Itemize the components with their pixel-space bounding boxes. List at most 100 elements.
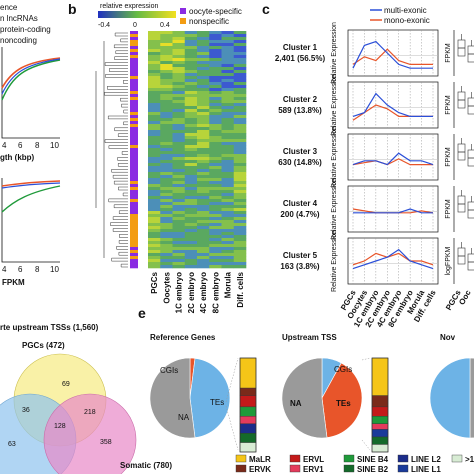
panel-c-legend-mono: mono-exonic <box>384 16 430 25</box>
annotation-cell <box>130 100 138 104</box>
panel-a-top-axes <box>1 47 60 139</box>
heatmap-cell <box>233 226 247 230</box>
heatmap-cell <box>233 238 247 242</box>
heatmap-cell <box>197 91 210 95</box>
heatmap-cell <box>221 232 235 236</box>
dendrogram-branch <box>123 121 128 126</box>
heatmap-cell <box>172 127 186 131</box>
heatmap-cell <box>160 193 173 197</box>
heatmap-cell <box>209 262 222 266</box>
heatmap-cell <box>160 232 173 236</box>
heatmap-cell <box>160 85 173 89</box>
heatmap-cell <box>172 154 186 158</box>
annotation-cell <box>130 37 138 41</box>
heatmap-cell <box>184 31 198 35</box>
heatmap-cell <box>148 115 161 119</box>
heatmap-cell <box>197 109 210 113</box>
panel-c: c multi-exonic mono-exonic Cluster 1 2,40… <box>262 1 474 329</box>
heatmap-cell <box>209 250 222 254</box>
heatmap-cell <box>184 160 198 164</box>
heatmap-cell <box>197 217 210 221</box>
heatmap-cell <box>221 124 235 128</box>
heatmap-cell <box>160 58 173 62</box>
annotation-cell <box>130 46 138 50</box>
heatmap-cell <box>172 223 186 227</box>
heatmap-cell <box>172 208 186 212</box>
heatmap-cell <box>184 118 198 122</box>
heatmap-cell <box>160 160 173 164</box>
heatmap-cell <box>221 40 235 44</box>
heatmap-cell <box>233 190 247 194</box>
heatmap-cell <box>160 124 173 128</box>
annotation-cell <box>130 256 138 260</box>
dendrogram-branch <box>123 109 128 114</box>
heatmap-cell <box>160 187 173 191</box>
heatmap-cell <box>209 265 222 269</box>
heatmap-cell <box>148 148 161 152</box>
heatmap-cell <box>184 91 198 95</box>
panel-a-bottom-curve-blue <box>1 182 61 189</box>
heatmap-cell <box>184 220 198 224</box>
annotation-cell <box>130 211 138 215</box>
heatmap-cell <box>184 196 198 200</box>
heatmap-cell <box>148 250 161 254</box>
heatmap-cell <box>172 211 186 215</box>
heatmap-cell <box>148 46 161 50</box>
heatmap-cell <box>172 265 186 269</box>
heatmap-cell <box>172 166 186 170</box>
heatmap-cell <box>160 70 173 74</box>
annotation-cell <box>130 31 138 35</box>
heatmap-cell <box>160 46 173 50</box>
heatmap-cell <box>233 49 247 53</box>
heatmap-cell <box>197 76 210 80</box>
te-legend-swatch <box>343 464 355 473</box>
heatmap-cell <box>233 241 247 245</box>
heatmap-cell <box>172 247 186 251</box>
heatmap-cell <box>197 262 210 266</box>
annotation-cell <box>130 85 138 89</box>
heatmap-cell <box>233 178 247 182</box>
heatmap-cell <box>148 109 161 113</box>
stack-segment <box>371 423 389 430</box>
heatmap-cell <box>160 139 173 143</box>
heatmap-cell <box>221 172 235 176</box>
heatmap-cell <box>197 223 210 227</box>
heatmap-cell <box>197 205 210 209</box>
heatmap-cell <box>184 82 198 86</box>
annotation-cell <box>130 94 138 98</box>
heatmap-cell <box>197 46 210 50</box>
heatmap-cell <box>197 88 210 92</box>
heatmap-cell <box>184 202 198 206</box>
heatmap-cell <box>209 43 222 47</box>
heatmap-cell <box>197 229 210 233</box>
dendrogram-branch <box>108 145 128 149</box>
stack-segment <box>371 429 389 438</box>
heatmap-cell <box>221 100 235 104</box>
dendrogram-branch <box>117 163 128 167</box>
pie-novel <box>429 357 474 439</box>
heatmap-cell <box>233 220 247 224</box>
te-legend-swatch <box>451 454 463 463</box>
heatmap-cell <box>197 124 210 128</box>
annotation-cell <box>130 178 138 182</box>
heatmap-cell <box>172 148 186 152</box>
cluster-line-mono <box>352 48 433 66</box>
heatmap-cell <box>197 256 210 260</box>
panel-b-cbar-tick-pos: 0.4 <box>160 22 170 29</box>
heatmap-cell <box>233 172 247 176</box>
heatmap-cell <box>148 190 161 194</box>
heatmap-cell <box>184 85 198 89</box>
heatmap-cell <box>197 73 210 77</box>
cluster-name: Cluster 5 <box>283 251 318 260</box>
heatmap-cell <box>197 187 210 191</box>
stack-reference-genes <box>239 357 257 453</box>
heatmap-cell <box>209 238 222 242</box>
annotation-cell <box>130 139 138 143</box>
heatmap-cell <box>160 61 173 65</box>
annotation-cell <box>130 58 138 62</box>
heatmap-cell <box>233 43 247 47</box>
heatmap-cell <box>221 118 235 122</box>
heatmap-cell <box>172 250 186 254</box>
annotation-cell <box>130 247 138 251</box>
